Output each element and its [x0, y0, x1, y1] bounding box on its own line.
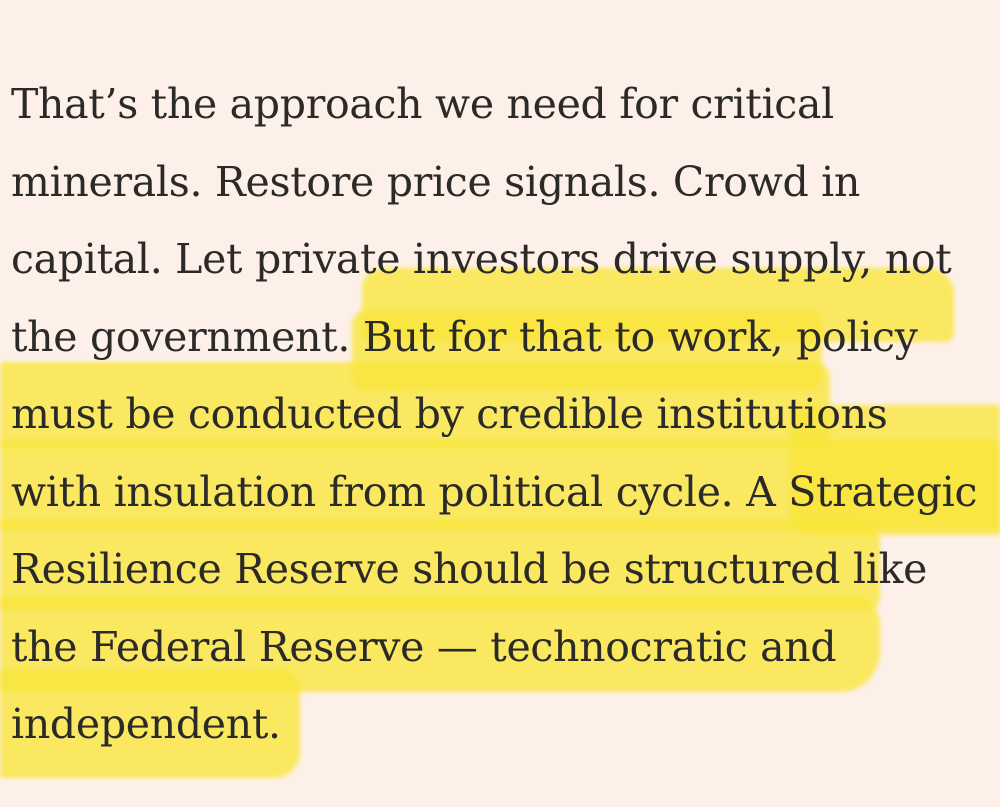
paragraph-line: minerals. Restore price signals. Crowd i… — [11, 157, 861, 206]
paragraph-line: the Federal Reserve — technocratic and — [11, 622, 837, 671]
highlight-stroke — [0, 520, 880, 610]
paragraph-line: capital. Let private investors drive sup… — [11, 235, 952, 283]
article-paragraph: That’s the approach we need for critical… — [11, 66, 986, 764]
highlight-stroke — [0, 670, 300, 778]
highlight-stroke — [0, 440, 1000, 530]
highlight-stroke — [0, 362, 830, 448]
paragraph-line: must be conducted by credible institutio… — [11, 390, 888, 438]
paragraph-line: the government. But for that to work, po… — [11, 312, 918, 361]
paragraph-line: Resilience Reserve should be structured … — [11, 545, 928, 593]
paragraph-line: with insulation from political cycle. A … — [11, 467, 978, 516]
paragraph-line: independent. — [11, 700, 281, 748]
paragraph-line: That’s the approach we need for critical — [11, 80, 834, 128]
